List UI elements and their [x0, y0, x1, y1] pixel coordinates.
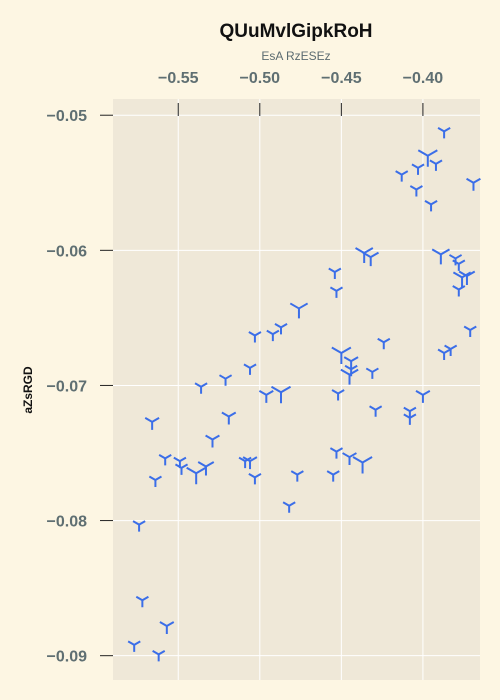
x-axis-tick-labels: −0.55 −0.50 −0.45 −0.40: [158, 70, 443, 87]
x-tick-label: −0.50: [240, 70, 281, 87]
data-point: [377, 337, 391, 350]
data-point: [186, 466, 207, 485]
data-point: [452, 259, 466, 271]
data-point: [152, 649, 166, 662]
data-point: [411, 163, 425, 175]
data-point: [343, 356, 359, 370]
data-point: [328, 267, 342, 279]
data-point: [409, 185, 423, 197]
chart-title: QUuMvlGipkRoH: [219, 21, 372, 42]
data-point: [331, 389, 345, 401]
data-point: [132, 520, 146, 532]
y-axis-label: aZsRGD: [21, 366, 35, 414]
data-point: [258, 390, 274, 403]
y-tick-label: −0.06: [47, 243, 88, 260]
data-point: [205, 434, 220, 448]
data-point: [127, 640, 141, 652]
plot-background: [113, 99, 480, 680]
data-point: [444, 344, 458, 356]
data-point: [415, 390, 431, 403]
data-point: [270, 385, 292, 404]
data-point: [218, 374, 233, 386]
data-point: [369, 405, 383, 417]
data-point: [452, 285, 466, 297]
data-point: [148, 475, 162, 488]
grid-lines: [113, 99, 480, 680]
data-point: [331, 346, 352, 365]
data-point: [159, 621, 175, 634]
data-point: [248, 331, 262, 343]
x-tick-label: −0.40: [403, 70, 444, 87]
y-axis-tick-labels: −0.05 −0.06 −0.07 −0.08 −0.09: [47, 108, 88, 665]
data-point: [221, 411, 237, 425]
data-point: [463, 325, 477, 338]
y-tick-label: −0.07: [47, 378, 88, 395]
data-point: [135, 595, 149, 608]
data-point: [458, 270, 476, 286]
data-point: [340, 368, 359, 385]
data-point: [326, 470, 340, 482]
data-point: [197, 461, 215, 476]
data-point: [431, 248, 451, 265]
data-point: [342, 452, 357, 466]
data-point: [417, 149, 438, 167]
y-tick-label: −0.05: [47, 108, 88, 125]
data-point: [352, 456, 373, 474]
data-point: [403, 413, 417, 425]
data-points: [127, 127, 481, 662]
axis-ticks: [100, 103, 424, 657]
data-point: [365, 367, 379, 379]
y-tick-label: −0.09: [47, 649, 88, 666]
data-point: [242, 456, 258, 470]
data-point: [329, 286, 344, 298]
data-point: [437, 348, 451, 361]
data-point: [158, 454, 172, 466]
y-tick-label: −0.08: [47, 514, 88, 531]
data-point: [290, 470, 304, 482]
chart-subtitle: EsA RzESEz: [261, 49, 330, 63]
data-point: [174, 463, 189, 475]
data-point: [282, 501, 296, 513]
data-point: [194, 382, 208, 394]
data-point: [266, 329, 280, 342]
data-point: [329, 447, 344, 459]
data-point: [395, 170, 409, 182]
data-point: [248, 472, 262, 485]
data-point: [466, 177, 481, 191]
data-point: [355, 247, 374, 264]
x-tick-label: −0.45: [321, 70, 362, 87]
data-point: [243, 363, 257, 375]
x-tick-label: −0.55: [158, 70, 199, 87]
data-point: [437, 127, 451, 139]
data-point: [289, 302, 309, 319]
data-point: [274, 322, 288, 335]
data-point: [144, 417, 160, 430]
data-point: [429, 159, 443, 171]
data-point: [424, 200, 438, 212]
data-point: [238, 456, 252, 469]
